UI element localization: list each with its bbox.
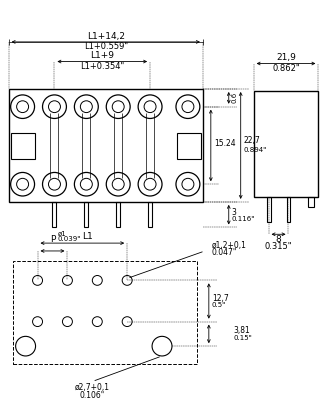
Text: L1+9: L1+9 bbox=[90, 51, 114, 60]
Bar bbox=[52, 202, 56, 228]
Bar bbox=[308, 197, 314, 207]
Text: 3: 3 bbox=[232, 208, 237, 217]
Text: 0.5": 0.5" bbox=[212, 302, 226, 308]
Text: 0.15": 0.15" bbox=[234, 335, 252, 341]
Text: 22,7: 22,7 bbox=[244, 136, 260, 145]
Text: P: P bbox=[50, 235, 55, 244]
Bar bbox=[116, 202, 120, 228]
Text: 0.315": 0.315" bbox=[265, 242, 292, 250]
Text: 0.047": 0.047" bbox=[212, 248, 237, 258]
Bar bbox=[84, 202, 88, 228]
Text: 0.039": 0.039" bbox=[57, 236, 81, 242]
Text: 3,81: 3,81 bbox=[234, 326, 250, 336]
Bar bbox=[11, 133, 35, 159]
Bar bbox=[287, 197, 291, 222]
Text: ø1,2+0,1: ø1,2+0,1 bbox=[212, 240, 247, 250]
Text: 12,7: 12,7 bbox=[212, 294, 228, 302]
Text: L1: L1 bbox=[82, 232, 93, 241]
Text: L1+0.559": L1+0.559" bbox=[84, 42, 128, 51]
Bar bbox=[266, 197, 270, 222]
Text: 21,9: 21,9 bbox=[276, 53, 296, 62]
Text: 0.6: 0.6 bbox=[232, 92, 238, 104]
Bar bbox=[148, 202, 152, 228]
Text: ø1: ø1 bbox=[57, 230, 66, 236]
Text: 15.24: 15.24 bbox=[214, 139, 236, 148]
Text: 0.894": 0.894" bbox=[244, 147, 267, 153]
Text: L1+0.354": L1+0.354" bbox=[80, 62, 124, 71]
Text: 0.116": 0.116" bbox=[232, 216, 255, 222]
Bar bbox=[13, 261, 197, 364]
Bar bbox=[177, 133, 201, 159]
Text: ø2,7+0,1: ø2,7+0,1 bbox=[75, 383, 110, 392]
Bar bbox=[9, 89, 203, 202]
Text: 0.106": 0.106" bbox=[80, 391, 105, 400]
Text: 0.862": 0.862" bbox=[272, 64, 300, 73]
Text: L1+14,2: L1+14,2 bbox=[87, 32, 125, 40]
Text: 8: 8 bbox=[276, 235, 282, 244]
Bar bbox=[254, 91, 319, 197]
